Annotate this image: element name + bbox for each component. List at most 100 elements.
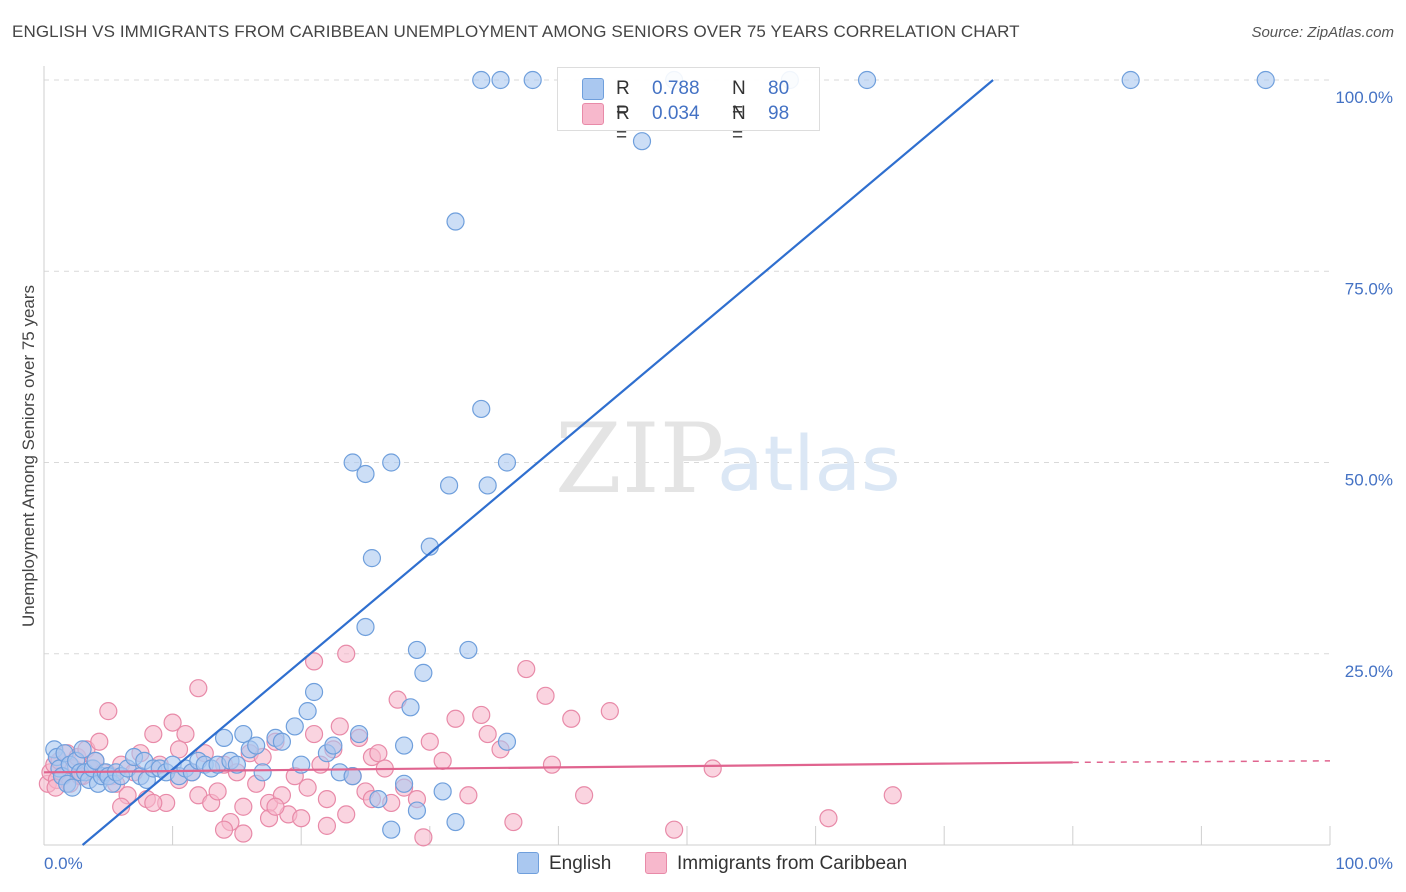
english-trend-line xyxy=(81,79,994,846)
caribbean-point xyxy=(414,828,433,847)
english-point xyxy=(343,767,362,786)
watermark-atlas: atlas xyxy=(717,419,901,508)
english-point xyxy=(472,399,491,419)
caribbean-point xyxy=(90,732,109,751)
caribbean-point xyxy=(144,793,163,813)
english-point xyxy=(433,782,452,801)
caribbean-point xyxy=(472,705,491,725)
r-label: R = xyxy=(616,78,630,121)
english-point xyxy=(401,698,420,717)
english-point xyxy=(369,789,388,809)
caribbean-point xyxy=(317,816,337,835)
chart-title: ENGLISH VS IMMIGRANTS FROM CARIBBEAN UNE… xyxy=(12,22,1020,41)
n-label: N = xyxy=(732,78,746,121)
english-point xyxy=(459,640,478,660)
caribbean-point xyxy=(883,786,902,805)
english-swatch xyxy=(582,78,604,100)
caribbean-point xyxy=(208,782,227,801)
n-label: N = xyxy=(732,103,746,146)
caribbean-point xyxy=(562,709,581,728)
n-value: 98 xyxy=(768,103,790,124)
english-point xyxy=(523,70,542,90)
english-point xyxy=(272,732,292,751)
caribbean-point xyxy=(420,732,439,751)
english-point xyxy=(497,732,517,751)
x-tick-label: 0.0% xyxy=(44,854,83,873)
english-point xyxy=(414,663,433,682)
english-point xyxy=(86,751,105,770)
english-point xyxy=(407,801,427,820)
series-caribbean-points xyxy=(38,644,902,847)
caribbean-point xyxy=(144,724,163,744)
english-point xyxy=(247,736,266,755)
english-point xyxy=(491,70,510,90)
trend-lines xyxy=(43,79,1331,846)
caribbean-legend-swatch xyxy=(645,852,667,874)
n-value: 80 xyxy=(768,78,790,99)
caribbean-point xyxy=(304,724,324,744)
y-tick-label: 25.0% xyxy=(1345,662,1393,681)
english-point xyxy=(446,812,465,832)
caribbean-point xyxy=(330,717,349,736)
english-point xyxy=(362,549,382,568)
english-point xyxy=(394,736,414,755)
english-point xyxy=(349,724,369,744)
english-point xyxy=(214,728,234,748)
watermark-zip: ZIP xyxy=(555,403,724,515)
x-tick-label: 100.0% xyxy=(1335,854,1393,873)
english-point xyxy=(304,682,324,702)
english-point xyxy=(497,453,517,472)
caribbean-point xyxy=(234,797,253,816)
caribbean-trend-extension xyxy=(1072,760,1331,764)
caribbean-point xyxy=(433,751,452,770)
english-point xyxy=(478,476,497,495)
caribbean-point xyxy=(459,786,478,805)
english-point xyxy=(356,617,375,637)
caribbean-point xyxy=(703,759,722,778)
caribbean-point xyxy=(99,702,118,721)
english-point xyxy=(63,778,82,797)
caribbean-point xyxy=(163,713,182,732)
caribbean-point xyxy=(317,789,337,809)
series-english-points xyxy=(45,70,1275,839)
english-point xyxy=(407,640,427,660)
caribbean-point xyxy=(819,809,838,828)
english-point xyxy=(356,464,375,484)
r-value: 0.034 xyxy=(652,103,700,124)
english-point xyxy=(632,132,652,151)
y-tick-label: 100.0% xyxy=(1335,88,1393,107)
english-point xyxy=(394,774,414,793)
caribbean-point xyxy=(536,686,555,705)
caribbean-point xyxy=(600,702,619,721)
english-point xyxy=(857,70,877,90)
caribbean-trend-line xyxy=(43,761,1073,774)
caribbean-point xyxy=(292,809,311,828)
caribbean-point xyxy=(298,778,317,797)
caribbean-point xyxy=(337,644,356,663)
grid-lines xyxy=(44,79,1330,655)
series-legend: English Immigrants from Caribbean xyxy=(0,851,1406,879)
english-point xyxy=(298,702,317,721)
caribbean-point xyxy=(176,724,195,744)
english-point xyxy=(446,212,465,231)
english-legend-label: English xyxy=(549,853,612,874)
english-point xyxy=(324,736,343,755)
caribbean-legend-label: Immigrants from Caribbean xyxy=(677,853,908,874)
correlation-legend: R = 0.788 N = 80 R = 0.034 N = 98 xyxy=(557,67,820,146)
english-point xyxy=(1256,70,1275,90)
english-point xyxy=(343,453,362,472)
caribbean-point xyxy=(266,797,285,816)
y-tick-label: 75.0% xyxy=(1345,279,1393,298)
caribbean-point xyxy=(504,812,523,832)
caribbean-point xyxy=(478,724,497,744)
english-point xyxy=(253,763,272,782)
caribbean-point xyxy=(169,740,189,759)
english-point xyxy=(382,453,401,472)
source-label: Source: ZipAtlas.com xyxy=(1251,24,1394,41)
caribbean-point xyxy=(234,824,253,843)
r-label: R = xyxy=(616,103,630,146)
caribbean-point xyxy=(304,652,324,671)
english-point xyxy=(227,755,246,774)
watermark: ZIP atlas xyxy=(555,403,901,515)
